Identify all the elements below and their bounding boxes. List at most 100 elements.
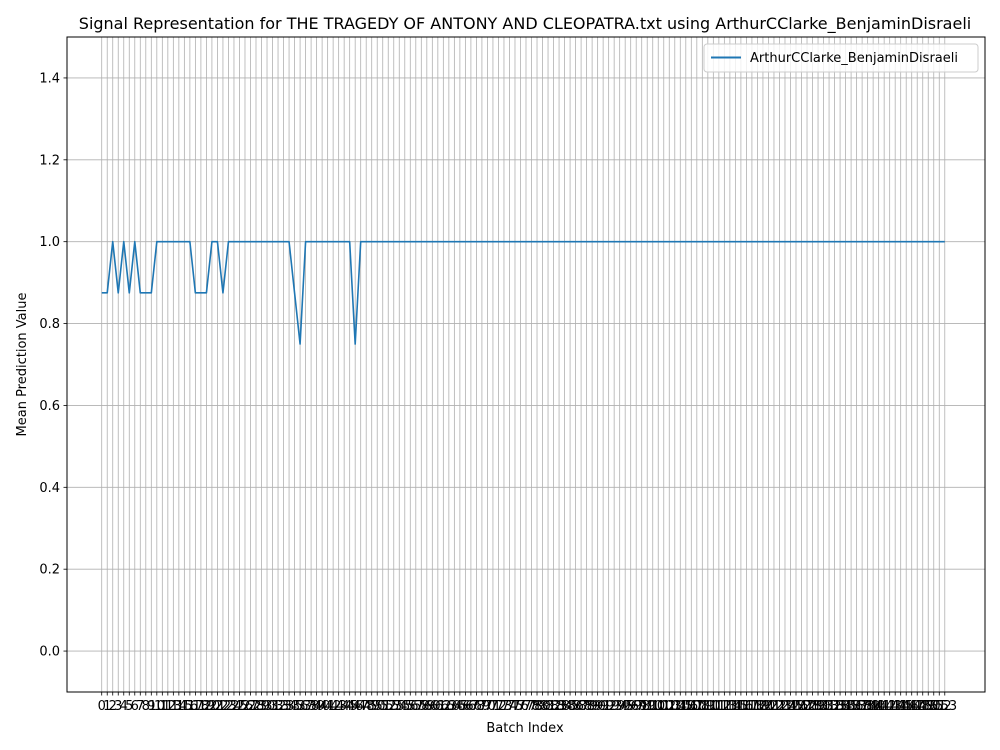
x-tick-label: 1 <box>103 699 111 714</box>
x-tick-label: 2 <box>109 699 117 714</box>
y-tick-label: 0.2 <box>39 563 60 578</box>
x-tick-label: 44 <box>336 699 353 714</box>
x-tick-label: 67 <box>463 699 480 714</box>
x-tick-label: 42 <box>325 699 342 714</box>
x-tick-label: 109 <box>690 699 715 714</box>
x-tick-label: 36 <box>292 699 309 714</box>
series-layer <box>101 240 945 345</box>
x-tick-label: 137 <box>844 699 869 714</box>
x-tick-label: 148 <box>905 699 930 714</box>
x-tick-label: 33 <box>275 699 292 714</box>
x-tick-label: 89 <box>584 699 601 714</box>
y-tick-label: 0.8 <box>39 317 60 332</box>
x-tick-label: 103 <box>657 699 682 714</box>
x-tick-label: 80 <box>534 699 551 714</box>
x-tick-label: 81 <box>540 699 557 714</box>
x-tick-label: 131 <box>811 699 836 714</box>
x-tick-label: 51 <box>374 699 391 714</box>
x-tick-label: 7 <box>136 699 144 714</box>
x-tick-label: 135 <box>833 699 858 714</box>
x-tick-label: 58 <box>413 699 430 714</box>
x-tick-label: 39 <box>308 699 325 714</box>
x-tick-label: 127 <box>789 699 814 714</box>
x-tick-label: 62 <box>435 699 452 714</box>
x-tick-label: 45 <box>341 699 358 714</box>
y-tick-label: 0.4 <box>39 481 60 496</box>
x-tick-label: 53 <box>385 699 402 714</box>
legend-box <box>703 43 979 73</box>
x-tick-label: 3 <box>114 699 122 714</box>
x-tick-label: 13 <box>165 699 182 714</box>
x-tick-label: 11 <box>154 699 171 714</box>
x-tick-label: 128 <box>795 699 820 714</box>
legend: ArthurCClarke_BenjaminDisraeli <box>703 43 979 73</box>
x-tick-label: 66 <box>457 699 474 714</box>
x-tick-label: 146 <box>894 699 919 714</box>
x-tick-label: 134 <box>828 699 853 714</box>
x-axis-ticks: 0123456789101112131415161718192021222324… <box>98 692 957 714</box>
x-tick-label: 48 <box>358 699 375 714</box>
x-tick-label: 132 <box>817 699 842 714</box>
y-tick-label: 1.4 <box>39 71 60 86</box>
x-tick-label: 92 <box>600 699 617 714</box>
x-tick-label: 100 <box>640 699 665 714</box>
x-tick-label: 143 <box>877 699 902 714</box>
x-tick-label: 9 <box>147 699 155 714</box>
x-tick-label: 5 <box>125 699 133 714</box>
x-tick-label: 32 <box>270 699 287 714</box>
x-tick-label: 26 <box>237 699 254 714</box>
x-tick-label: 129 <box>800 699 825 714</box>
x-tick-label: 86 <box>567 699 584 714</box>
x-tick-label: 139 <box>855 699 880 714</box>
x-tick-label: 4 <box>120 699 128 714</box>
x-tick-label: 150 <box>916 699 941 714</box>
x-tick-label: 102 <box>651 699 676 714</box>
x-tick-label: 110 <box>695 699 720 714</box>
x-tick-label: 61 <box>430 699 447 714</box>
x-tick-label: 72 <box>490 699 507 714</box>
x-tick-label: 123 <box>767 699 792 714</box>
x-tick-label: 38 <box>303 699 320 714</box>
x-tick-label: 41 <box>319 699 336 714</box>
x-tick-label: 138 <box>850 699 875 714</box>
x-tick-label: 96 <box>622 699 639 714</box>
x-tick-label: 71 <box>485 699 502 714</box>
x-tick-label: 35 <box>286 699 303 714</box>
x-tick-label: 69 <box>474 699 491 714</box>
x-tick-label: 21 <box>209 699 226 714</box>
x-tick-label: 108 <box>684 699 709 714</box>
grid-lines <box>67 37 985 692</box>
x-tick-label: 56 <box>402 699 419 714</box>
x-tick-label: 112 <box>706 699 731 714</box>
x-tick-label: 116 <box>728 699 753 714</box>
x-tick-label: 75 <box>507 699 524 714</box>
x-tick-label: 76 <box>512 699 529 714</box>
x-tick-label: 87 <box>573 699 590 714</box>
y-tick-label: 0.0 <box>39 645 60 660</box>
x-tick-label: 111 <box>701 699 726 714</box>
x-tick-label: 121 <box>756 699 781 714</box>
y-axis-label: Mean Prediction Value <box>15 293 30 437</box>
x-tick-label: 79 <box>529 699 546 714</box>
x-tick-label: 28 <box>248 699 265 714</box>
y-tick-label: 1.0 <box>39 235 60 250</box>
x-tick-label: 14 <box>171 699 188 714</box>
x-tick-label: 122 <box>762 699 787 714</box>
legend-label: ArthurCClarke_BenjaminDisraeli <box>750 51 958 66</box>
x-tick-label: 94 <box>611 699 628 714</box>
x-tick-label: 29 <box>253 699 270 714</box>
x-tick-label: 8 <box>142 699 150 714</box>
x-tick-label: 104 <box>662 699 687 714</box>
x-tick-label: 20 <box>204 699 221 714</box>
x-tick-label: 78 <box>523 699 540 714</box>
series-line <box>101 240 945 345</box>
x-tick-label: 12 <box>160 699 177 714</box>
x-tick-label: 55 <box>397 699 414 714</box>
x-tick-label: 19 <box>198 699 215 714</box>
x-tick-label: 152 <box>927 699 952 714</box>
x-tick-label: 59 <box>419 699 436 714</box>
x-tick-label: 63 <box>441 699 458 714</box>
x-tick-label: 77 <box>518 699 535 714</box>
